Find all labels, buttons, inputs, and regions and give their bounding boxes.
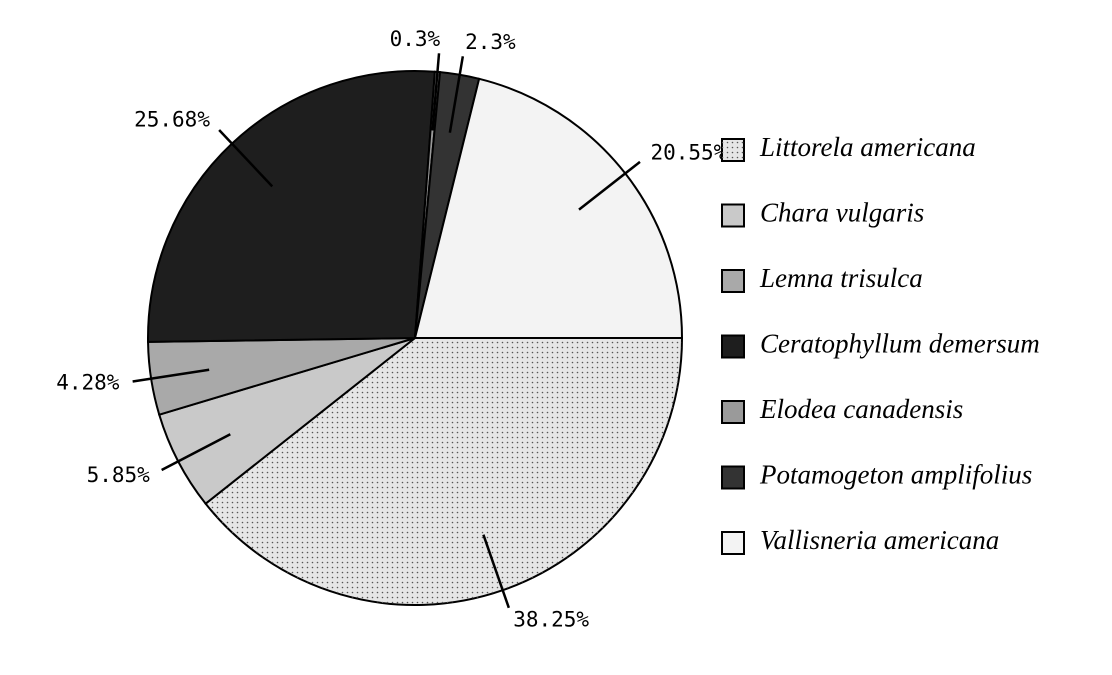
- leader-line: [482, 534, 511, 609]
- legend-swatch: [721, 334, 745, 359]
- legend-label: Potamogeton amplifolius: [759, 460, 1032, 490]
- legend-label: Littorela americana: [759, 132, 976, 162]
- legend-label: Vallisneria americana: [760, 525, 999, 555]
- value-label: 38.25%: [513, 607, 589, 631]
- leader-line: [578, 160, 641, 211]
- leader-line: [161, 433, 231, 472]
- value-label: 25.68%: [134, 107, 210, 131]
- value-label: 4.28%: [56, 371, 120, 395]
- legend-swatch: [721, 400, 745, 424]
- legend-label: Lemna trisulca: [759, 263, 923, 293]
- value-label: 2.3%: [465, 30, 516, 54]
- value-label: 5.85%: [87, 463, 151, 487]
- value-label: 20.55%: [650, 141, 726, 165]
- legend-swatch: [721, 531, 745, 555]
- slice-texture: [205, 338, 682, 605]
- legend-swatch: [721, 465, 745, 490]
- leader-line: [218, 129, 274, 188]
- leader-line: [431, 53, 441, 131]
- legend-texture: [722, 139, 744, 161]
- value-label: 0.3%: [390, 27, 441, 51]
- legend-label: Chara vulgaris: [760, 198, 924, 228]
- legend-label: Ceratophyllum demersum: [760, 329, 1040, 359]
- leader-line: [132, 368, 210, 383]
- leader-line: [448, 56, 465, 133]
- legend-swatch: [721, 203, 745, 228]
- legend-label: Elodea canadensis: [759, 394, 963, 424]
- legend-swatch: [721, 269, 745, 293]
